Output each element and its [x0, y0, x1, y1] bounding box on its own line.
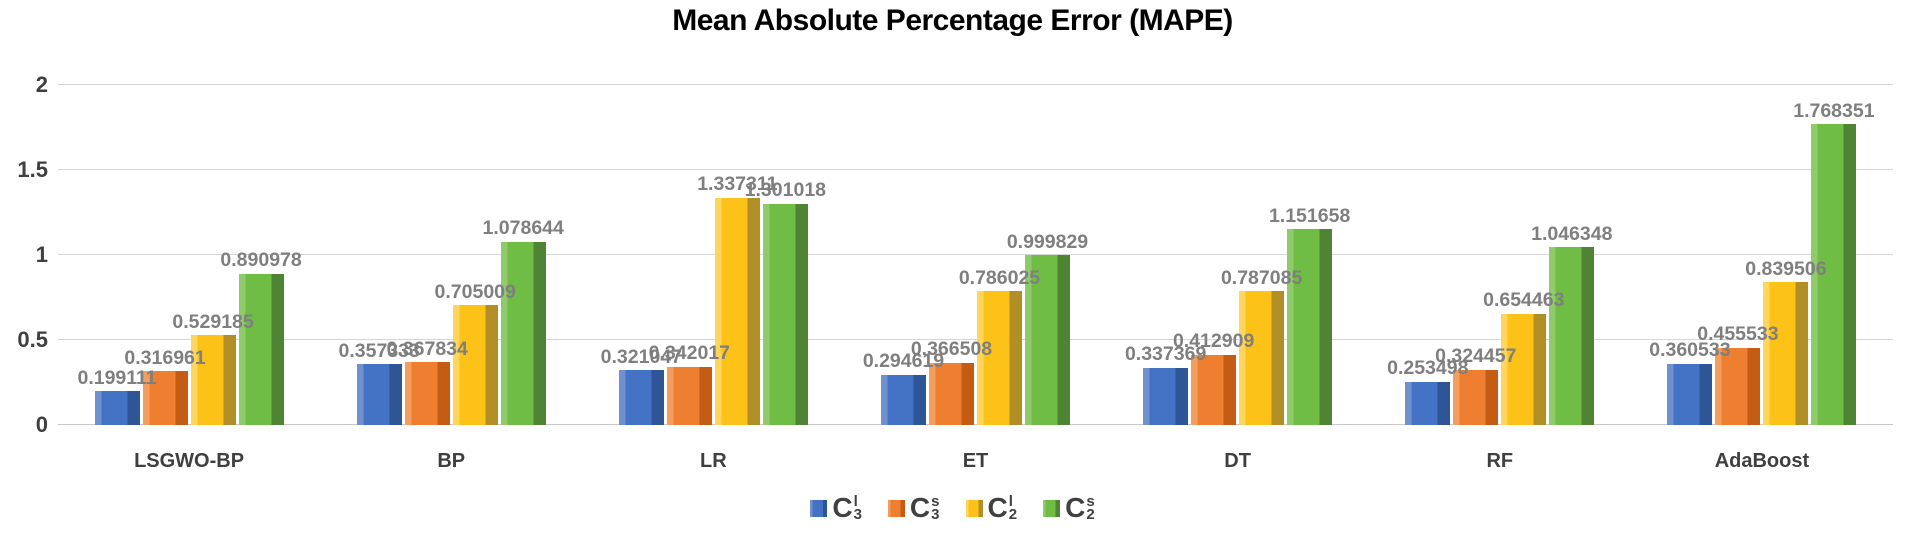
y-axis: 0 0.5 1 1.5 2: [0, 72, 48, 437]
bar-C3_l-RF: 0.253498: [1387, 358, 1468, 425]
bar-C3_l-AdaBoost: 0.360533: [1649, 340, 1731, 425]
gridline-y-1.5: [58, 169, 1893, 170]
category-label-ET: ET: [962, 450, 989, 472]
bar-group-AdaBoost: 0.360533 0.455533 0.839506 1.768351: [1631, 85, 1893, 425]
data-label-C3_l-DT: 0.337369: [1124, 343, 1207, 366]
data-label-C3_s-LSGWO-BP: 0.316961: [124, 346, 206, 369]
bar-C3_s-ET: 0.366508: [911, 339, 992, 425]
y-axis-tick-label: 1: [35, 242, 48, 267]
data-label-C2_l-RF: 0.654463: [1483, 289, 1565, 312]
category-label-AdaBoost: AdaBoost: [1714, 450, 1810, 472]
bar-C3_s-BP: 0.367834: [387, 339, 468, 425]
category-label-RF: RF: [1486, 450, 1514, 472]
bar-C3_l-LR: 0.321047: [601, 346, 682, 425]
y-axis-tick-label: 0: [35, 412, 48, 437]
legend-swatch-C3_l: [810, 499, 828, 517]
data-label-C2_l-ET: 0.786025: [958, 266, 1041, 289]
chart-title: Mean Absolute Percentage Error (MAPE): [672, 4, 1233, 37]
gridline-y-0: [58, 424, 1893, 425]
data-label-C3_s-BP: 0.367834: [386, 338, 468, 360]
data-label-C2_s-LR: 1.301018: [744, 179, 827, 202]
data-label-C2_s-ET: 0.999829: [1006, 230, 1089, 253]
bar-group-LSGWO-BP: 0.199111 0.316961 0.529185 0.890978: [58, 85, 320, 425]
category-label-BP: BP: [437, 450, 466, 472]
bar-C3_s-DT: 0.412909: [1173, 331, 1254, 425]
bar-C3_l-BP: 0.357333: [339, 340, 420, 425]
gridline-y-0.5: [58, 339, 1893, 340]
category-label-LSGWO-BP: LSGWO-BP: [134, 450, 245, 472]
data-label-C3_l-BP: 0.357333: [338, 339, 420, 362]
y-axis-tick-label: 0.5: [17, 327, 48, 352]
bar-C2_l-RF: 0.654463: [1483, 290, 1564, 425]
bar-C2_l-LSGWO-BP: 0.529185: [172, 311, 254, 425]
bar-group-LR: 0.321047 0.342017 1.337311 1.301018: [582, 85, 844, 425]
data-label-C3_s-DT: 0.412909: [1172, 330, 1255, 353]
bar-C3_l-DT: 0.337369: [1125, 344, 1206, 425]
bar-C2_s-BP: 1.078644: [483, 218, 564, 425]
bar-C2_l-BP: 0.705009: [435, 281, 516, 425]
category-label-LR: LR: [700, 450, 727, 472]
data-label-C3_l-LSGWO-BP: 0.199111: [77, 366, 157, 389]
bar-C3_l-ET: 0.294619: [863, 351, 944, 425]
data-label-C3_s-ET: 0.366508: [910, 338, 993, 361]
bar-C3_s-LR: 0.342017: [649, 343, 730, 425]
bar-C3_s-RF: 0.324457: [1435, 346, 1516, 425]
data-label-C2_s-DT: 1.151658: [1268, 204, 1351, 227]
bar-C2_s-AdaBoost: 1.768351: [1793, 100, 1875, 425]
category-label-DT: DT: [1224, 450, 1251, 472]
data-label-C3_s-AdaBoost: 0.455533: [1697, 323, 1779, 346]
bar-C3_l-LSGWO-BP: 0.199111: [77, 367, 157, 425]
data-label-C2_l-LSGWO-BP: 0.529185: [172, 310, 254, 333]
data-label-C2_l-BP: 0.705009: [434, 280, 516, 303]
plot-area: 0.199111 0.316961 0.529185 0.890978 0.357333…: [58, 84, 1893, 425]
y-axis-tick-label: 1.5: [17, 157, 48, 182]
gridline-y-2: [58, 84, 1893, 85]
x-axis: LSGWO-BP BP LR ET DT RF AdaBoost: [58, 446, 1893, 476]
data-label-C2_l-AdaBoost: 0.839506: [1745, 257, 1827, 280]
bar-C2_l-AdaBoost: 0.839506: [1745, 258, 1827, 425]
data-label-C2_l-LR: 1.337311: [697, 173, 778, 196]
bar-group-DT: 0.337369 0.412909 0.787085 1.151658: [1107, 85, 1369, 425]
data-label-C3_s-LR: 0.342017: [648, 342, 731, 365]
data-label-C2_l-DT: 0.787085: [1220, 266, 1303, 289]
bar-C2_s-ET: 0.999829: [1007, 231, 1088, 425]
y-axis-tick-label: 2: [35, 72, 48, 97]
data-label-C3_l-RF: 0.253498: [1387, 357, 1469, 380]
legend-swatch-C3_s: [887, 499, 905, 517]
bar-C2_l-LR: 1.337311: [697, 174, 777, 425]
bar-C2_s-RF: 1.046348: [1531, 223, 1612, 425]
data-label-C3_l-ET: 0.294619: [862, 350, 945, 373]
gridline-y-1: [58, 254, 1893, 255]
bar-C2_s-DT: 1.151658: [1269, 205, 1350, 425]
data-label-C2_s-LSGWO-BP: 0.890978: [220, 249, 302, 272]
bar-group-BP: 0.357333 0.367834 0.705009 1.078644: [320, 85, 582, 425]
data-label-C3_s-RF: 0.324457: [1435, 345, 1517, 368]
bar-group-ET: 0.294619 0.366508 0.786025 0.999829: [844, 85, 1106, 425]
data-label-C2_s-RF: 1.046348: [1531, 222, 1613, 245]
data-label-C2_s-BP: 1.078644: [482, 217, 564, 240]
bar-C2_s-LSGWO-BP: 0.890978: [220, 250, 302, 425]
bar-C3_s-LSGWO-BP: 0.316961: [124, 347, 206, 425]
bar-C2_s-LR: 1.301018: [745, 180, 826, 425]
bar-C2_l-ET: 0.786025: [959, 267, 1040, 425]
data-label-C3_l-AdaBoost: 0.360533: [1649, 339, 1731, 362]
bar-C2_l-DT: 0.787085: [1221, 267, 1302, 425]
data-label-C3_l-LR: 0.321047: [600, 345, 683, 368]
legend-swatch-C2_s: [1043, 499, 1061, 517]
legend-swatch-C2_l: [965, 499, 983, 517]
bar-C3_s-AdaBoost: 0.455533: [1697, 324, 1779, 425]
data-label-C2_s-AdaBoost: 1.768351: [1793, 99, 1875, 122]
bar-group-RF: 0.253498 0.324457 0.654463 1.046348: [1369, 85, 1631, 425]
